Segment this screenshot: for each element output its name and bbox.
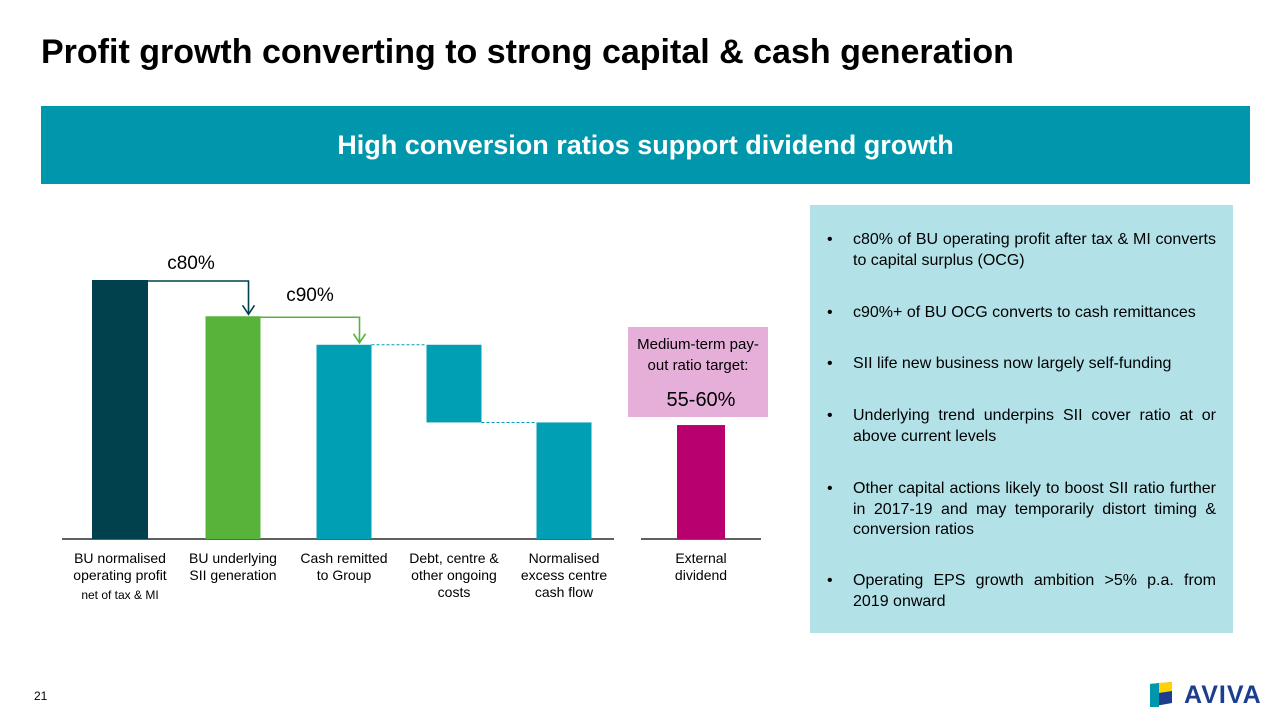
bullet-item: • c80% of BU operating profit after tax &… bbox=[827, 230, 1216, 271]
bullet-glyph: • bbox=[827, 407, 833, 424]
logo-text: AVIVA bbox=[1184, 681, 1262, 709]
bullet-item: • Operating EPS growth ambition >5% p.a. … bbox=[827, 571, 1216, 612]
bullet-item: • SII life new business now largely self-… bbox=[827, 354, 1216, 375]
conversion-arrow-2 bbox=[260, 316, 361, 343]
target-box-value: 55-60% bbox=[667, 389, 736, 411]
bar-1 bbox=[92, 280, 148, 539]
bullet-text: c80% of BU operating profit after tax & … bbox=[853, 231, 1216, 269]
category-label: dividend bbox=[675, 567, 727, 583]
category-label: BU normalised bbox=[74, 550, 166, 566]
conversion-label-1: c80% bbox=[167, 253, 215, 274]
bullet-text: c90%+ of BU OCG converts to cash remitta… bbox=[853, 304, 1196, 321]
bullet-text: Other capital actions likely to boost SI… bbox=[853, 480, 1216, 538]
category-label: costs bbox=[438, 584, 471, 600]
conversion-label-2: c90% bbox=[286, 285, 334, 306]
target-box bbox=[628, 327, 768, 417]
bullet-glyph: • bbox=[827, 480, 833, 497]
category-label: operating profit bbox=[73, 567, 167, 583]
bullet-glyph: • bbox=[827, 304, 833, 321]
conversion-arrow-1 bbox=[148, 280, 250, 315]
arrow-head-1 bbox=[241, 304, 256, 316]
category-label: BU underlying bbox=[189, 550, 277, 566]
bullet-item: • Other capital actions likely to boost S… bbox=[827, 479, 1216, 541]
bar-6 bbox=[677, 425, 725, 539]
target-box-label: out ratio target: bbox=[648, 357, 749, 374]
category-label: to Group bbox=[317, 567, 372, 583]
bullet-item: • Underlying trend underpins SII cover ra… bbox=[827, 406, 1216, 447]
category-label: Debt, centre & bbox=[409, 550, 499, 566]
aviva-flag-icon bbox=[1150, 682, 1172, 707]
bullet-glyph: • bbox=[827, 355, 833, 372]
bar-3 bbox=[316, 344, 372, 539]
target-box-label: Medium-term pay- bbox=[637, 336, 759, 353]
arrow-head-2 bbox=[352, 333, 367, 345]
category-label: External bbox=[675, 550, 726, 566]
page-title: Profit growth converting to strong capit… bbox=[41, 33, 1014, 71]
bar-5 bbox=[536, 422, 592, 539]
category-label: Cash remitted bbox=[300, 550, 387, 566]
page-number: 21 bbox=[34, 689, 48, 703]
category-label: excess centre bbox=[521, 567, 608, 583]
category-label: Normalised bbox=[529, 550, 600, 566]
category-label: SII generation bbox=[189, 567, 276, 583]
bullet-text: Operating EPS growth ambition >5% p.a. f… bbox=[853, 572, 1216, 610]
bullet-panel: • c80% of BU operating profit after tax &… bbox=[810, 205, 1233, 633]
bar-4 bbox=[426, 344, 482, 423]
category-label: net of tax & MI bbox=[81, 588, 158, 602]
bullet-glyph: • bbox=[827, 572, 833, 589]
bar-2 bbox=[205, 316, 261, 539]
bullet-text: Underlying trend underpins SII cover rat… bbox=[853, 407, 1216, 445]
banner: High conversion ratios support dividend … bbox=[41, 106, 1250, 184]
banner-title: High conversion ratios support dividend … bbox=[337, 130, 954, 160]
category-label: other ongoing bbox=[411, 567, 497, 583]
bullet-item: • c90%+ of BU OCG converts to cash remitt… bbox=[827, 303, 1216, 324]
category-label: cash flow bbox=[535, 584, 594, 600]
bullet-text: SII life new business now largely self-f… bbox=[853, 355, 1172, 372]
aviva-logo: AVIVA bbox=[1150, 681, 1268, 709]
bullet-glyph: • bbox=[827, 231, 833, 248]
